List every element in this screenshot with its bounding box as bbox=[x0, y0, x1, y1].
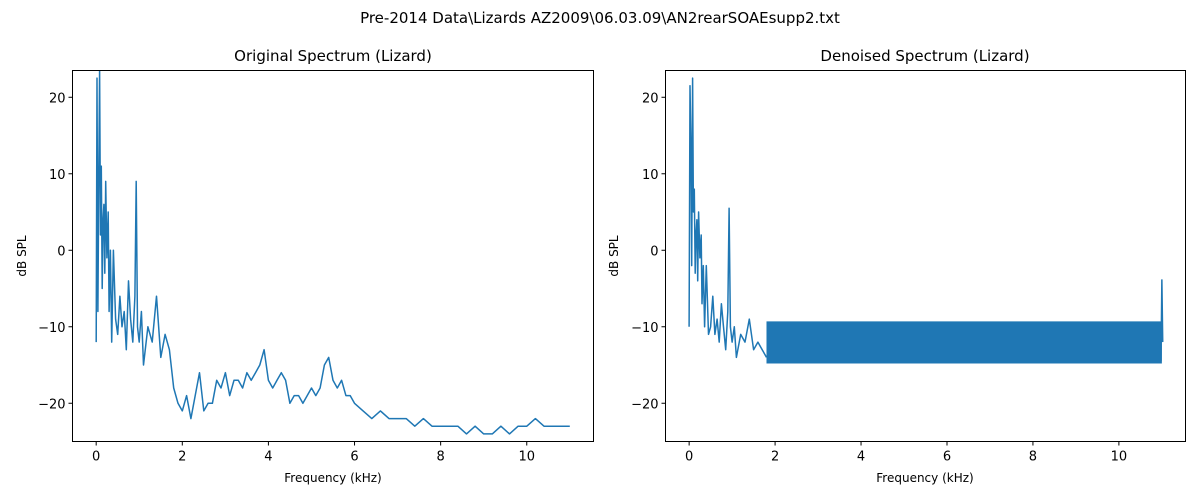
x-tick-label: 4 bbox=[857, 450, 865, 465]
original-spectrum-panel: Original Spectrum (Lizard) Frequency (kH… bbox=[15, 47, 594, 485]
x-tick-label: 6 bbox=[943, 450, 951, 465]
spectrum-line bbox=[688, 77, 768, 359]
y-tick-label: −20 bbox=[38, 397, 65, 412]
y-tick-label: 20 bbox=[642, 91, 659, 106]
y-tick-label: 10 bbox=[642, 168, 659, 183]
y-tick-label: −10 bbox=[38, 321, 65, 336]
x-tick-label: 6 bbox=[350, 450, 358, 465]
axes-frame bbox=[665, 70, 1186, 442]
x-tick-label: 8 bbox=[437, 450, 445, 465]
y-tick-label: 0 bbox=[57, 244, 65, 259]
spectrum-line bbox=[95, 70, 570, 435]
x-tick-label: 0 bbox=[685, 450, 693, 465]
y-tick-label: 0 bbox=[650, 244, 658, 259]
plot-area bbox=[688, 77, 1164, 364]
x-tick-label: 10 bbox=[1111, 450, 1128, 465]
y-tick-label: 20 bbox=[49, 91, 66, 106]
ticks: 0 2 4 6 8 10 −20 −10 0 10 20 bbox=[631, 91, 1127, 464]
y-axis-label: dB SPL bbox=[607, 235, 621, 277]
noise-floor-band bbox=[766, 321, 1162, 364]
x-tick-label: 2 bbox=[771, 450, 779, 465]
x-tick-label: 10 bbox=[518, 450, 535, 465]
x-tick-label: 4 bbox=[264, 450, 272, 465]
ticks: 0 2 4 6 8 10 −20 −10 0 10 20 bbox=[38, 91, 535, 464]
x-axis-label: Frequency (kHz) bbox=[284, 471, 381, 485]
panel-title: Original Spectrum (Lizard) bbox=[234, 47, 432, 65]
end-spike-line bbox=[1160, 279, 1164, 362]
axes-frame bbox=[72, 70, 594, 442]
plot-area bbox=[95, 70, 570, 435]
x-tick-label: 8 bbox=[1029, 450, 1037, 465]
x-axis-label: Frequency (kHz) bbox=[876, 471, 973, 485]
y-axis-label: dB SPL bbox=[15, 235, 29, 277]
y-tick-label: 10 bbox=[49, 168, 66, 183]
y-tick-label: −10 bbox=[631, 321, 658, 336]
x-tick-label: 0 bbox=[92, 450, 100, 465]
panel-title: Denoised Spectrum (Lizard) bbox=[820, 47, 1029, 65]
figure-suptitle: Pre-2014 Data\Lizards AZ2009\06.03.09\AN… bbox=[360, 9, 840, 27]
x-tick-label: 2 bbox=[178, 450, 186, 465]
denoised-spectrum-panel: Denoised Spectrum (Lizard) Frequency (kH… bbox=[607, 47, 1186, 485]
y-tick-label: −20 bbox=[631, 397, 658, 412]
